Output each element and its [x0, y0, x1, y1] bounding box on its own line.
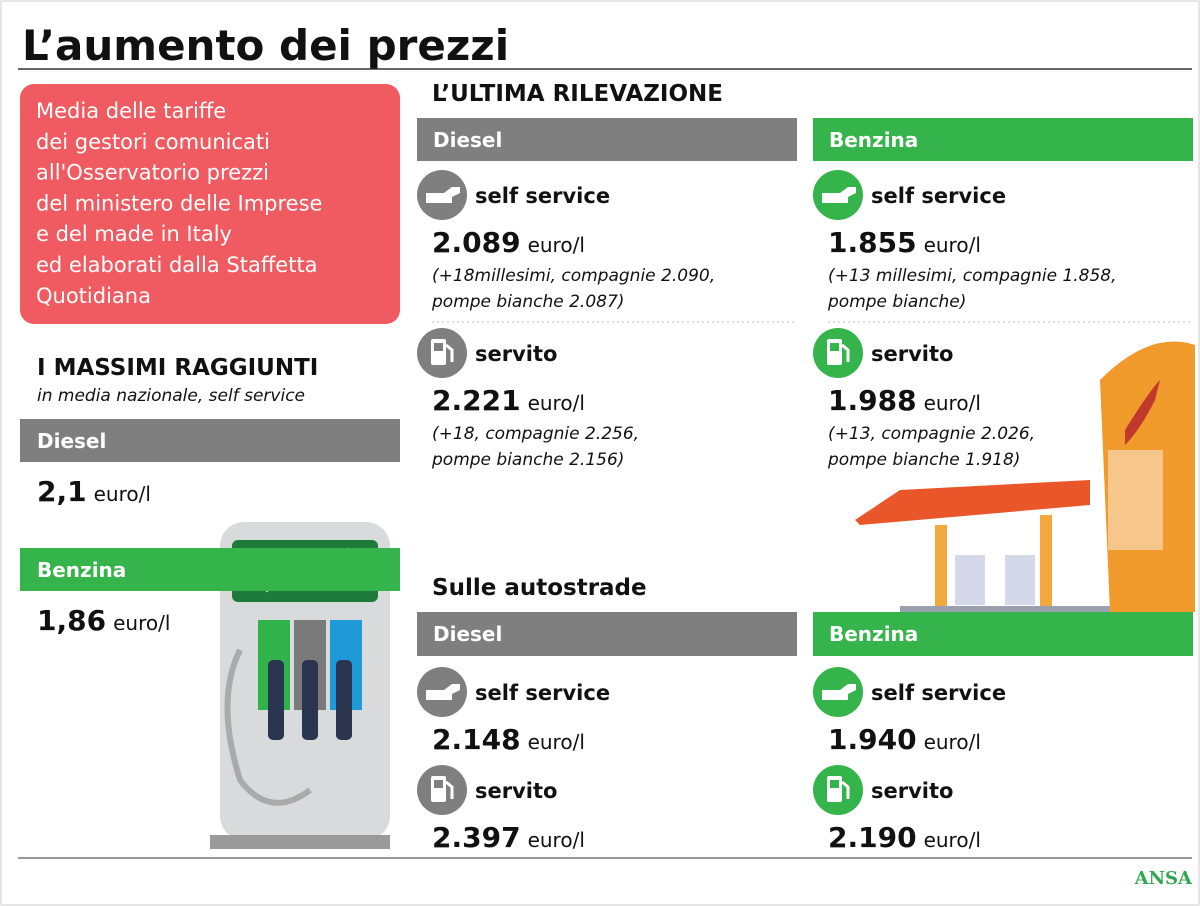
price: 1.855 euro/l — [828, 226, 981, 259]
section-title: Sulle autostrade — [432, 575, 647, 601]
fuel-label: Diesel — [433, 622, 502, 646]
price-value: 2.221 — [432, 384, 521, 417]
price-value: 2,1 — [37, 475, 87, 508]
price: 2.089 euro/l — [432, 226, 585, 259]
price: 2,1 euro/l — [37, 475, 151, 508]
mode: servito — [475, 342, 557, 366]
section-title: L’ULTIMA RILEVAZIONE — [432, 81, 723, 107]
price-unit: euro/l — [528, 730, 585, 754]
note-line: Media delle tariffe — [36, 99, 226, 123]
pump-icon — [830, 780, 839, 788]
price: 2.221 euro/l — [432, 384, 585, 417]
detail: pompe bianche 2.156) — [431, 450, 624, 470]
nozzle-icon — [822, 187, 856, 203]
price-unit: euro/l — [528, 828, 585, 852]
mode: self service — [871, 184, 1006, 208]
pump-icon — [434, 780, 443, 788]
mode: servito — [475, 779, 557, 803]
fuel-bar — [417, 118, 797, 161]
note-line: ed elaborati dalla Staffetta — [36, 253, 318, 277]
detail: (+13, compagnie 2.026, — [828, 424, 1035, 444]
price-unit: euro/l — [924, 233, 981, 257]
fuel-bar — [813, 118, 1193, 161]
pump-hose — [445, 780, 454, 799]
source: ANSA — [1134, 868, 1193, 889]
price: 2.397 euro/l — [432, 821, 585, 854]
price: 1.940 euro/l — [828, 723, 981, 756]
price-value: 2.397 — [432, 821, 521, 854]
fuel-label: Benzina — [829, 128, 918, 152]
note-line: dei gestori comunicati — [36, 130, 270, 154]
price-unit: euro/l — [94, 482, 151, 506]
price: 2.148 euro/l — [432, 723, 585, 756]
pump-hose — [841, 343, 850, 362]
price-unit: euro/l — [113, 611, 170, 635]
section-subtitle: in media nazionale, self service — [37, 386, 305, 406]
price-value: 2.190 — [828, 821, 917, 854]
nozzle-icon — [426, 684, 460, 700]
note-box — [20, 84, 400, 324]
note-line: del ministero delle Imprese — [36, 191, 322, 215]
station-illustration — [855, 341, 1195, 614]
fuel-bar — [417, 612, 797, 656]
pump-hose — [841, 780, 850, 799]
mode: self service — [871, 681, 1006, 705]
fuel-bar — [20, 419, 400, 462]
price-value: 1.988 — [828, 384, 917, 417]
price: 2.190 euro/l — [828, 821, 981, 854]
price: 1.988 euro/l — [828, 384, 981, 417]
detail: pompe bianche) — [827, 292, 966, 312]
pump-icon — [827, 776, 842, 802]
fuel-label: Benzina — [37, 558, 126, 582]
detail: (+18millesimi, compagnie 2.090, — [432, 266, 715, 286]
price-value: 2.089 — [432, 226, 521, 259]
fuel-label: Benzina — [829, 622, 918, 646]
detail: (+13 millesimi, compagnie 1.858, — [828, 266, 1117, 286]
price-unit: euro/l — [924, 828, 981, 852]
price-unit: euro/l — [924, 391, 981, 415]
price-value: 1.855 — [828, 226, 917, 259]
pump-icon — [830, 343, 839, 351]
pump-icon — [827, 339, 842, 365]
section-title: I MASSIMI RAGGIUNTI — [37, 355, 318, 381]
pump-hose — [445, 343, 454, 362]
note-line: e del made in Italy — [36, 222, 232, 246]
pump-icon — [434, 343, 443, 351]
price: 1,86 euro/l — [37, 604, 170, 637]
price-unit: euro/l — [528, 391, 585, 415]
note-line: all'Osservatorio prezzi — [36, 161, 269, 185]
mode: self service — [475, 681, 610, 705]
mode: servito — [871, 779, 953, 803]
mode: self service — [475, 184, 610, 208]
detail: pompe bianche 1.918) — [827, 450, 1020, 470]
nozzle-icon — [426, 187, 460, 203]
pump-icon — [431, 339, 446, 365]
fuel-label: Diesel — [37, 429, 106, 453]
title: L’aumento dei prezzi — [22, 21, 509, 70]
price-value: 1,86 — [37, 604, 106, 637]
fuel-bar — [20, 548, 400, 591]
price-value: 1.940 — [828, 723, 917, 756]
fuel-label: Diesel — [433, 128, 502, 152]
price-unit: euro/l — [528, 233, 585, 257]
detail: pompe bianche 2.087) — [431, 292, 624, 312]
mode: servito — [871, 342, 953, 366]
note-line: Quotidiana — [36, 284, 151, 308]
price-unit: euro/l — [924, 730, 981, 754]
pump-icon — [431, 776, 446, 802]
nozzle-icon — [822, 684, 856, 700]
detail: (+18, compagnie 2.256, — [432, 424, 639, 444]
fuel-bar — [813, 612, 1193, 656]
price-value: 2.148 — [432, 723, 521, 756]
